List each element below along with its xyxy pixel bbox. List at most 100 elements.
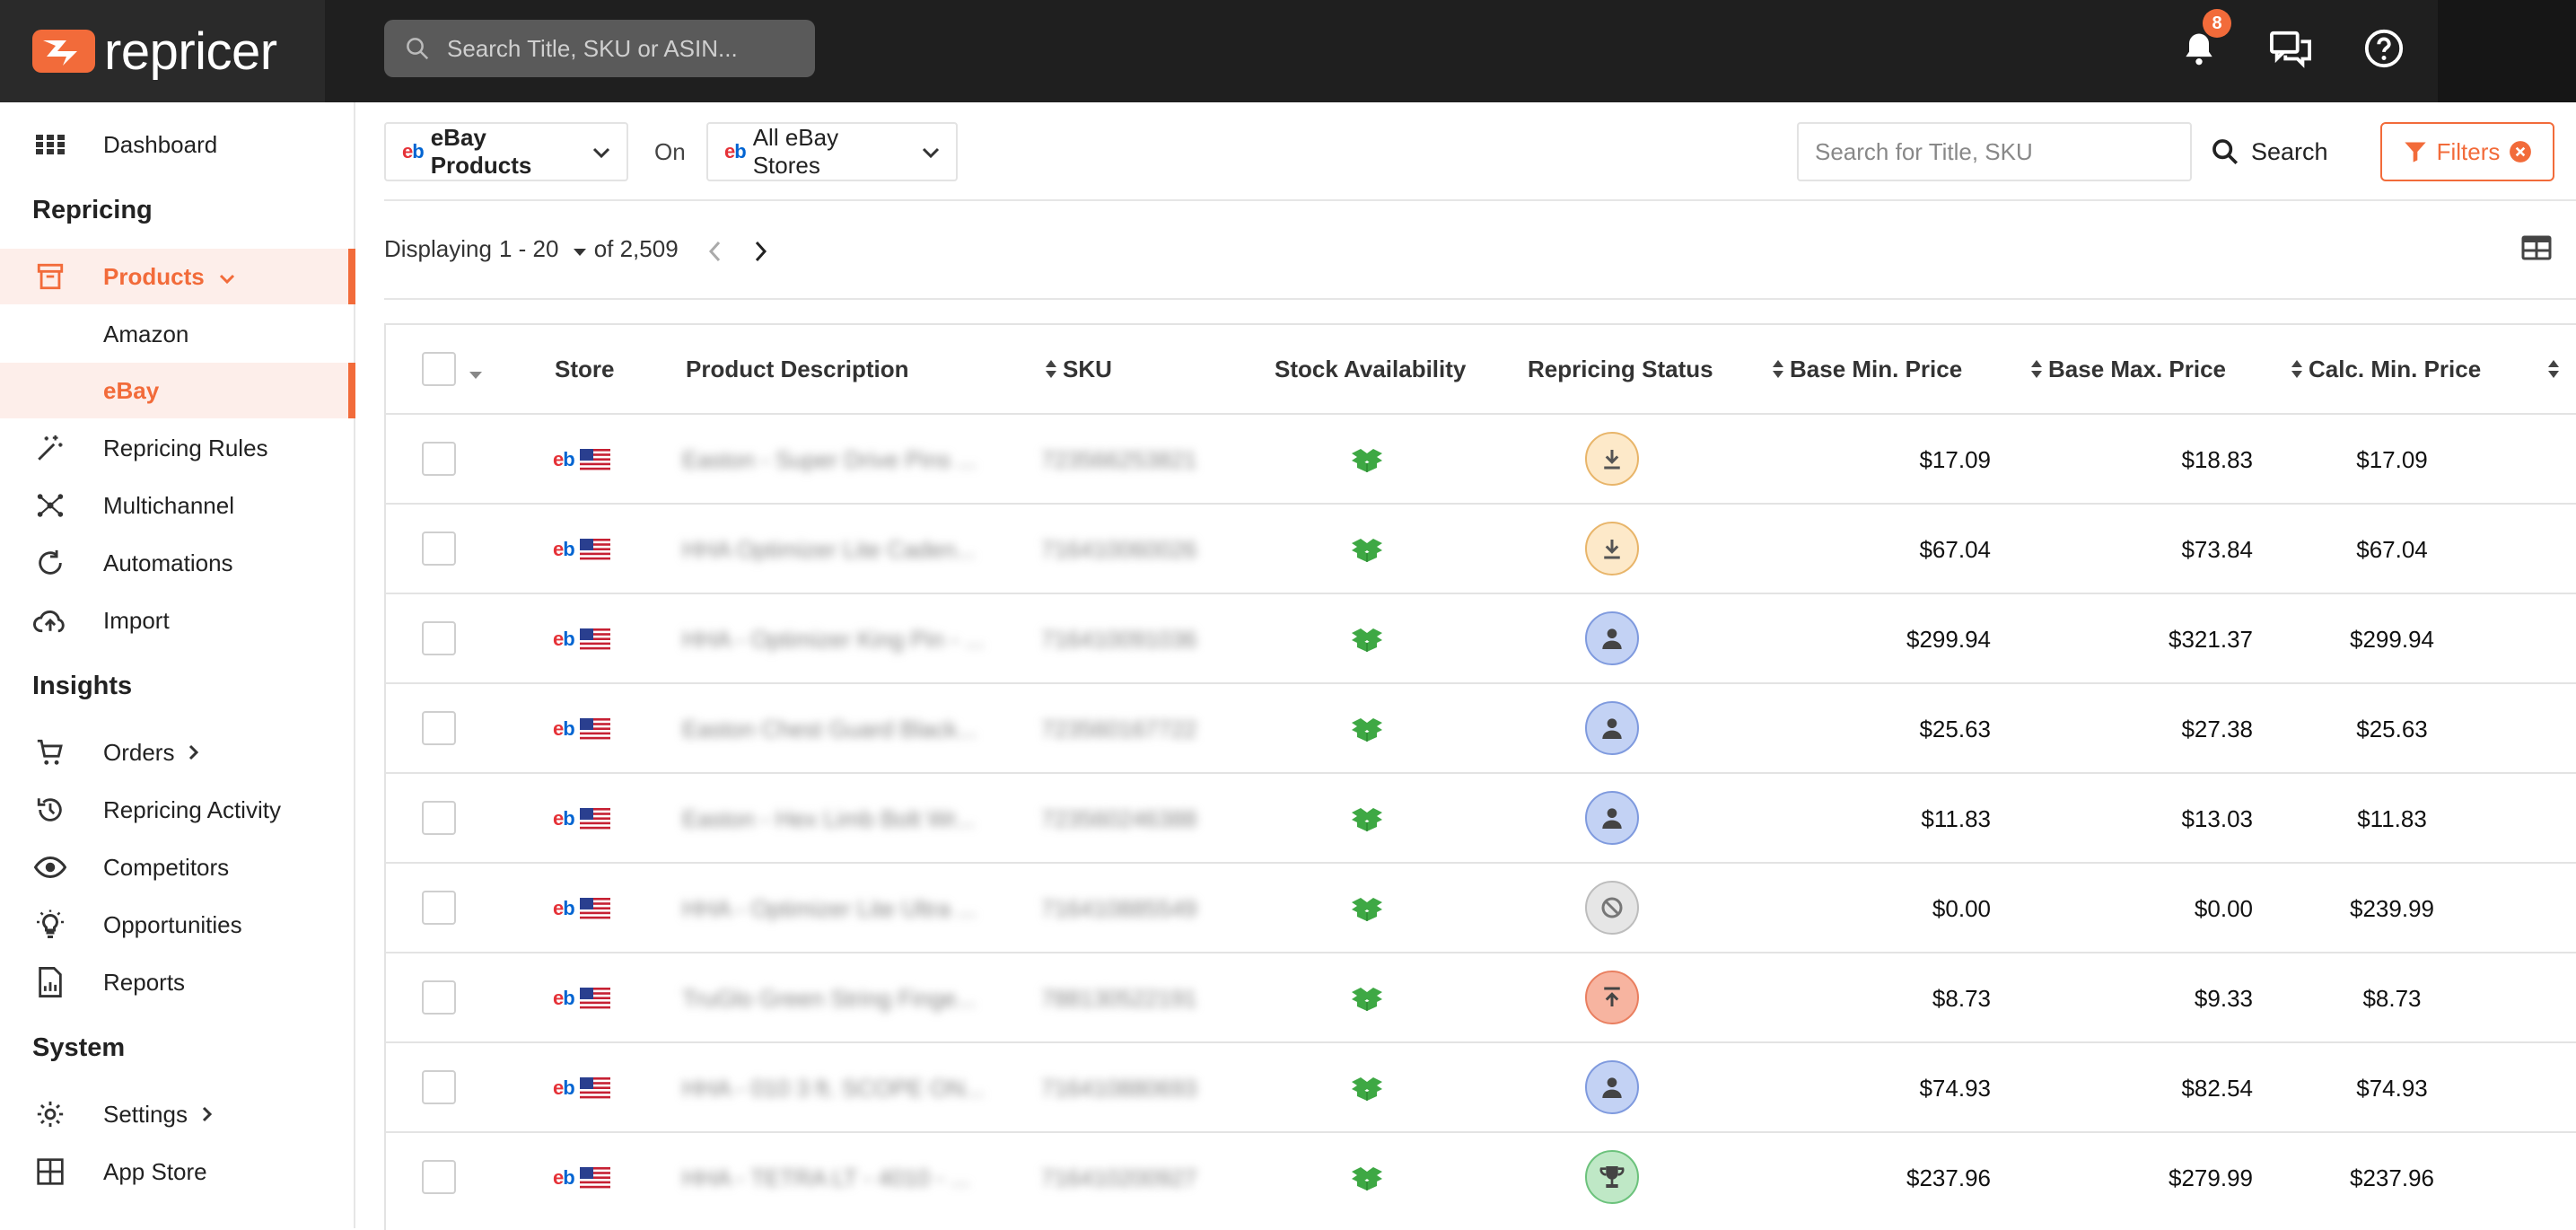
stock-box-icon <box>1350 892 1384 925</box>
table-row[interactable]: eb HHA - Optimizer Lite Ultra ... 71641088… <box>386 862 2576 952</box>
base-max-price: $279.99 <box>2169 1164 2253 1191</box>
row-checkbox[interactable] <box>422 891 456 925</box>
row-checkbox[interactable] <box>422 801 456 835</box>
table-row[interactable]: eb HHA Optimizer Lite Caden... 71641006002… <box>386 503 2576 593</box>
repricing-status[interactable] <box>1585 791 1639 845</box>
filters-button[interactable]: Filters <box>2380 122 2554 181</box>
sidebar-item-orders[interactable]: Orders <box>0 725 355 780</box>
table-row[interactable]: eb Easton - Super Drive Pins ... 723566253… <box>386 413 2576 503</box>
sidebar-item-settings[interactable]: Settings <box>0 1086 355 1142</box>
sidebar-item-app-store[interactable]: App Store <box>0 1144 355 1199</box>
calc-min-price: $17.09 <box>2356 445 2428 473</box>
close-circle-icon[interactable] <box>2509 140 2532 163</box>
global-search[interactable] <box>384 20 815 77</box>
sidebar-item-ebay[interactable]: eBay <box>0 363 355 418</box>
repricing-status[interactable] <box>1585 432 1639 486</box>
sidebar-item-repricing-rules[interactable]: Repricing Rules <box>0 420 355 476</box>
table-row[interactable]: eb TruGlo Green String Finge... 7881305221… <box>386 952 2576 1041</box>
search-button[interactable]: Search <box>2210 129 2328 174</box>
products-table: Store Product Description SKU Stock Avai… <box>384 323 2576 1230</box>
table-row[interactable]: eb Easton Chest Guard Black... 72356016772… <box>386 682 2576 772</box>
product-description[interactable]: HHA - 010 3 ft. SCOPE ON... <box>682 1074 985 1102</box>
messages-button[interactable] <box>2265 23 2316 74</box>
calc-min-price: $25.63 <box>2356 715 2428 742</box>
product-description[interactable]: Easton - Super Drive Pins ... <box>682 445 977 473</box>
sidebar: Dashboard Repricing Products Amazon eBay… <box>0 102 355 1228</box>
topbar-corner <box>2438 0 2576 102</box>
column-header-base-min[interactable]: Base Min. Price <box>1772 325 1962 413</box>
column-header-sku[interactable]: SKU <box>1045 325 1112 413</box>
table-row[interactable]: eb Easton - Hex Limb Bolt Wr... 7235602463… <box>386 772 2576 862</box>
sidebar-item-opportunities[interactable]: Opportunities <box>0 897 355 953</box>
caret-down-icon[interactable] <box>469 371 483 380</box>
sidebar-item-products[interactable]: Products <box>0 249 355 304</box>
repricing-status[interactable] <box>1585 881 1639 935</box>
sku-cell: 788130522191 <box>1041 984 1197 1012</box>
column-header-stock[interactable]: Stock Availability <box>1275 355 1467 382</box>
row-checkbox[interactable] <box>422 711 456 745</box>
repricing-status[interactable] <box>1585 701 1639 755</box>
sidebar-item-amazon[interactable]: Amazon <box>0 306 355 362</box>
column-layout-button[interactable] <box>2520 233 2553 267</box>
sidebar-item-label: Opportunities <box>103 910 242 938</box>
sidebar-item-automations[interactable]: Automations <box>0 535 355 591</box>
help-button[interactable] <box>2359 23 2409 74</box>
base-max-price: $82.54 <box>2181 1074 2253 1102</box>
base-max-price: $9.33 <box>2194 984 2253 1012</box>
product-search-input[interactable] <box>1797 122 2192 181</box>
notifications-button[interactable]: 8 <box>2174 9 2231 74</box>
brand-logo[interactable]: repricer <box>0 0 325 102</box>
product-description[interactable]: HHA - Optimizer Lite Ultra ... <box>682 894 977 922</box>
table-row[interactable]: eb HHA - TETRA LT - 4010 - ... 71641020092… <box>386 1131 2576 1221</box>
global-search-input[interactable] <box>447 34 788 63</box>
product-description[interactable]: HHA - TETRA LT - 4010 - ... <box>682 1164 970 1191</box>
sidebar-item-label: Amazon <box>103 320 189 347</box>
table-row[interactable]: eb HHA - Optimizer King Pin - ... 71641009… <box>386 593 2576 682</box>
products-type-dropdown[interactable]: eb eBay Products <box>384 122 628 181</box>
product-description[interactable]: TruGlo Green String Finge... <box>682 984 977 1012</box>
column-header-next[interactable] <box>2547 325 2560 413</box>
sidebar-item-dashboard[interactable]: Dashboard <box>0 117 355 172</box>
chevron-right-icon <box>755 241 767 262</box>
calc-min-price: $11.83 <box>2357 804 2427 832</box>
row-checkbox[interactable] <box>422 621 456 655</box>
sidebar-item-import[interactable]: Import <box>0 593 355 648</box>
sidebar-item-repricing-activity[interactable]: Repricing Activity <box>0 782 355 838</box>
page-size-dropdown[interactable]: 1 - 20 <box>499 235 587 263</box>
product-description[interactable]: HHA - Optimizer King Pin - ... <box>682 625 985 653</box>
column-header-base-max[interactable]: Base Max. Price <box>2030 325 2226 413</box>
ebay-logo-icon: eb <box>553 1076 575 1099</box>
row-checkbox[interactable] <box>422 442 456 476</box>
bell-icon <box>2186 33 2212 66</box>
base-min-price: $74.93 <box>1919 1074 1991 1102</box>
next-page-button[interactable] <box>743 233 779 269</box>
product-description[interactable]: Easton - Hex Limb Bolt Wr... <box>682 804 976 832</box>
column-header-calc-min[interactable]: Calc. Min. Price <box>2291 325 2481 413</box>
repricing-status[interactable] <box>1585 1150 1639 1204</box>
store-dropdown[interactable]: eb All eBay Stores <box>706 122 958 181</box>
row-checkbox[interactable] <box>422 1160 456 1194</box>
product-description[interactable]: Easton Chest Guard Black... <box>682 715 977 742</box>
column-header-description[interactable]: Product Description <box>686 355 909 382</box>
row-checkbox[interactable] <box>422 532 456 566</box>
column-header-status[interactable]: Repricing Status <box>1528 355 1713 382</box>
row-checkbox[interactable] <box>422 980 456 1015</box>
select-all-checkbox[interactable] <box>422 352 456 386</box>
repricing-status[interactable] <box>1585 611 1639 665</box>
previous-page-button[interactable] <box>697 233 732 269</box>
table-row[interactable]: eb HHA - 010 3 ft. SCOPE ON... 71641088069… <box>386 1041 2576 1131</box>
sidebar-item-competitors[interactable]: Competitors <box>0 839 355 895</box>
repricing-status[interactable] <box>1585 1060 1639 1114</box>
row-checkbox[interactable] <box>422 1070 456 1104</box>
us-flag-icon <box>579 808 610 830</box>
product-description[interactable]: HHA Optimizer Lite Caden... <box>682 535 976 563</box>
select-all[interactable] <box>422 325 483 413</box>
repricing-status[interactable] <box>1585 522 1639 575</box>
sidebar-item-label: Orders <box>103 739 199 767</box>
section-repricing: Repricing <box>32 196 153 224</box>
sidebar-item-multichannel[interactable]: Multichannel <box>0 478 355 533</box>
repricing-status[interactable] <box>1585 971 1639 1024</box>
sidebar-item-reports[interactable]: Reports <box>0 954 355 1010</box>
column-header-store[interactable]: Store <box>555 355 615 382</box>
us-flag-icon <box>579 628 610 650</box>
